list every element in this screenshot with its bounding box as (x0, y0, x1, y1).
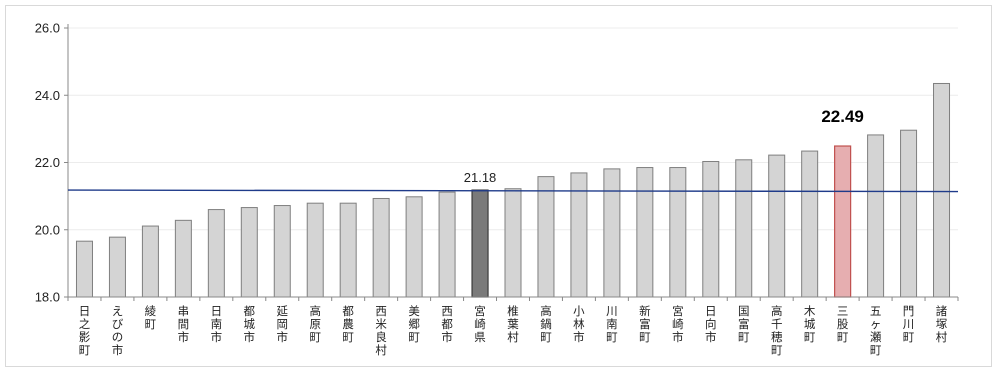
x-category-label-0: 日之影町 (79, 304, 91, 357)
reference-line (67, 189, 959, 193)
bar-0 (75, 240, 93, 298)
x-category-label-20: 国富町 (738, 304, 750, 344)
bar-17 (636, 167, 654, 298)
x-category-label-18: 宮崎市 (672, 304, 684, 344)
x-category-label-24: 五ヶ瀬町 (870, 304, 882, 357)
y-tick-label-0: 18.0 (35, 290, 60, 305)
x-category-label-3: 串間市 (178, 304, 190, 344)
bar-1 (108, 236, 126, 298)
x-category-label-11: 西都市 (441, 304, 453, 344)
data-label-0: 21.18 (464, 170, 497, 185)
bar-6 (273, 205, 291, 298)
bar-14 (537, 176, 555, 298)
x-category-label-21: 高千穂町 (771, 304, 783, 357)
x-category-label-13: 椎葉村 (507, 304, 519, 344)
x-category-label-8: 都農町 (342, 304, 354, 344)
x-category-label-10: 美郷町 (408, 304, 420, 344)
x-category-label-14: 高鍋町 (540, 304, 552, 344)
chart-frame (5, 5, 992, 367)
x-category-label-9: 西米良村 (375, 304, 387, 357)
x-category-label-7: 高原町 (309, 304, 321, 344)
bar-18 (669, 167, 687, 298)
x-category-label-19: 日向市 (705, 304, 717, 344)
bar-19 (702, 160, 720, 298)
bar-25 (900, 129, 918, 298)
bar-23 (834, 145, 852, 298)
bar-22 (801, 150, 819, 298)
x-category-label-6: 延岡市 (277, 304, 289, 344)
bar-2 (141, 225, 159, 298)
bar-5 (240, 207, 258, 298)
bar-26 (933, 82, 951, 298)
bar-10 (405, 196, 423, 298)
x-category-label-4: 日南市 (211, 304, 223, 344)
y-tick-label-2: 22.0 (35, 155, 60, 170)
x-category-label-23: 三股町 (837, 304, 849, 344)
bar-13 (504, 188, 522, 298)
bar-24 (867, 134, 885, 298)
bar-8 (339, 202, 357, 298)
x-category-label-26: 諸塚村 (936, 304, 948, 344)
x-category-label-12: 宮崎県 (474, 304, 486, 344)
x-category-label-15: 小林市 (573, 304, 585, 344)
x-category-label-2: 綾町 (145, 304, 157, 331)
y-tick-label-3: 24.0 (35, 88, 60, 103)
bar-4 (207, 209, 225, 298)
x-category-label-25: 門川町 (903, 304, 915, 344)
y-tick-label-4: 26.0 (35, 21, 60, 36)
data-label-1: 22.49 (821, 107, 864, 126)
bar-16 (603, 168, 621, 298)
x-category-label-17: 新富町 (639, 304, 651, 344)
bar-9 (372, 197, 390, 298)
bar-21 (768, 154, 786, 298)
x-category-label-16: 川南町 (606, 304, 618, 344)
bar-12 (471, 189, 489, 298)
bar-11 (438, 191, 456, 298)
x-category-label-1: えびの市 (112, 304, 124, 357)
bar-20 (735, 159, 753, 298)
bar-3 (174, 219, 192, 298)
bar-7 (306, 202, 324, 298)
y-tick-label-1: 20.0 (35, 222, 60, 237)
x-category-label-5: 都城市 (244, 304, 256, 344)
x-category-label-22: 木城町 (804, 304, 816, 344)
